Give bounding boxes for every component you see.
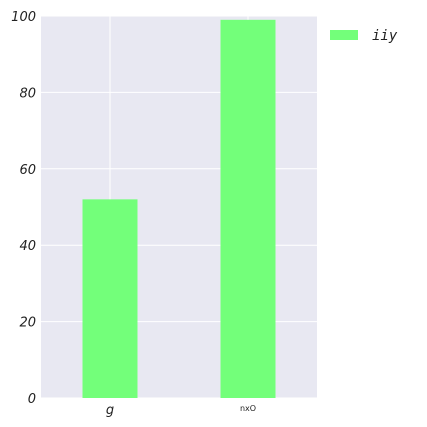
legend: iiy	[330, 28, 398, 44]
y-tick-label-0: 0	[28, 392, 36, 407]
y-tick-label-2: 40	[19, 239, 36, 254]
legend-label: iiy	[372, 28, 398, 44]
x-axis-ticks: g nxO	[106, 403, 256, 418]
x-tick-label-0: g	[106, 403, 114, 418]
y-tick-label-5: 100	[11, 10, 36, 25]
y-tick-label-1: 20	[19, 316, 36, 331]
bar-g	[82, 199, 138, 398]
y-axis-ticks: 0 20 40 60 80 100	[11, 10, 36, 407]
bars	[82, 19, 276, 398]
y-tick-label-4: 80	[19, 86, 36, 101]
y-tick-label-3: 60	[19, 163, 36, 178]
legend-swatch	[330, 30, 358, 40]
bar-nxO	[220, 19, 276, 398]
plot-area	[41, 16, 317, 398]
x-tick-label-1: nxO	[240, 404, 256, 413]
